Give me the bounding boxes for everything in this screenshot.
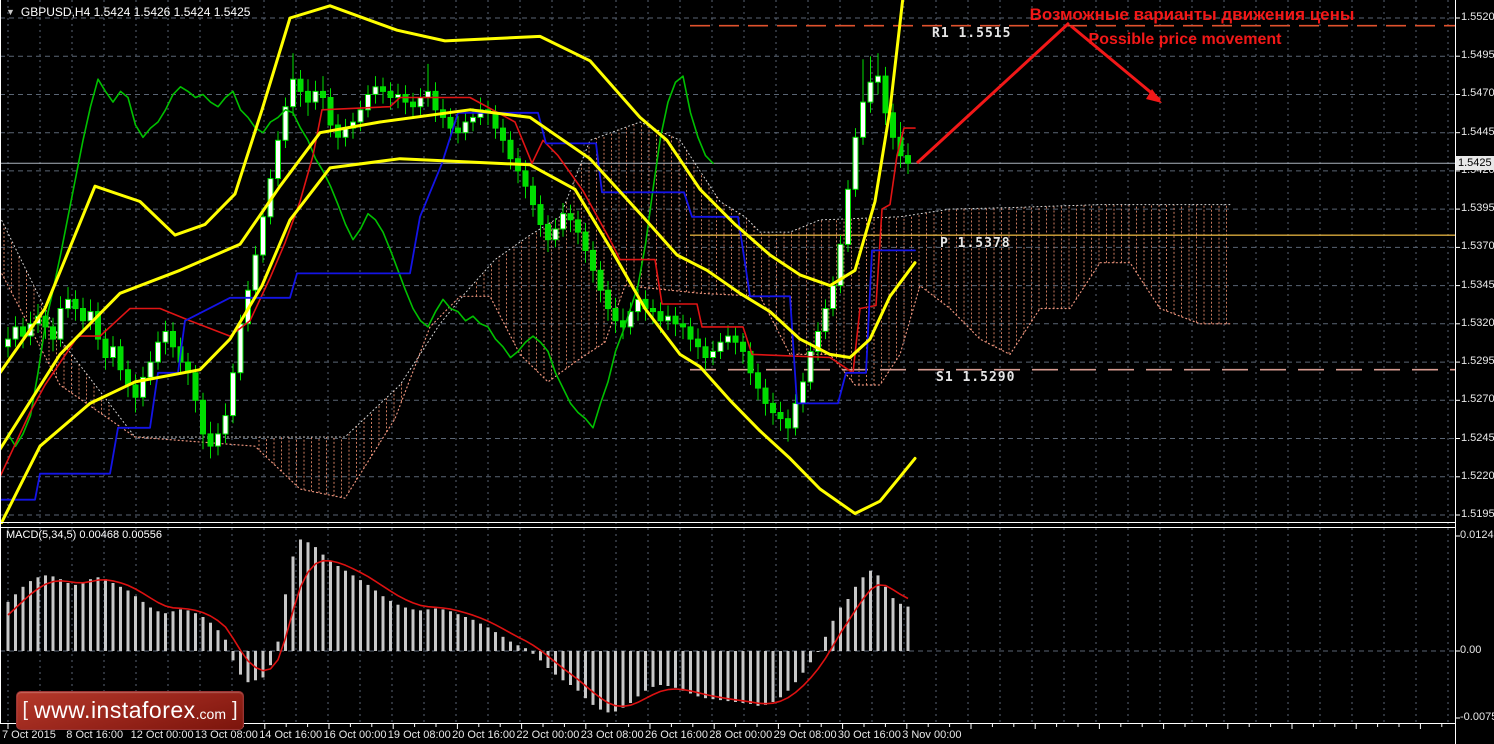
chart-menu-triangle-icon[interactable]: ▼ [6, 7, 15, 17]
time-axis-label: 14 Oct 16:00 [259, 729, 323, 741]
logo-bracket-left: [ [22, 699, 28, 721]
macd-indicator-label: MACD(5,34,5) 0.00468 0.00556 [6, 529, 162, 541]
price-axis-label: 1.5295 [1461, 355, 1494, 367]
time-axis-label: 30 Oct 16:00 [837, 729, 901, 741]
price-axis-label: 1.5270 [1461, 393, 1494, 405]
annotation-text-ru: Возможные варианты движения цены [1029, 5, 1355, 24]
pivot-s1-label: S1 1.5290 [936, 370, 1016, 385]
price-axis-label: 1.5395 [1461, 202, 1494, 214]
chart-header: ▼ GBPUSD,H4 1.5424 1.5426 1.5424 1.5425 [6, 5, 250, 19]
price-axis-label: 1.5195 [1461, 508, 1494, 520]
time-axis-label: 3 Nov 00:00 [902, 729, 962, 741]
time-axis-label: 20 Oct 16:00 [452, 729, 516, 741]
time-axis-label: 12 Oct 00:00 [130, 729, 194, 741]
time-axis-label: 7 Oct 2015 [2, 729, 56, 741]
current-price-badge: 1.5425 [1456, 156, 1494, 170]
time-axis-label: 22 Oct 00:00 [516, 729, 580, 741]
pivot-p-label: P 1.5378 [940, 236, 1011, 251]
time-axis-label: 16 Oct 00:00 [323, 729, 387, 741]
price-axis-label: 1.5495 [1461, 49, 1494, 61]
time-axis-label: 13 Oct 08:00 [194, 729, 258, 741]
price-axis-label: 1.5470 [1461, 87, 1494, 99]
time-axis-label: 29 Oct 08:00 [773, 729, 837, 741]
pivot-r1-label: R1 1.5515 [932, 26, 1012, 41]
symbol-ohlc-text: GBPUSD,H4 1.5424 1.5426 1.5424 1.5425 [20, 5, 251, 19]
macd-axis-label: 0.00 [1460, 644, 1482, 656]
price-axis-label: 1.5245 [1461, 432, 1494, 444]
price-axis-label: 1.5445 [1461, 126, 1494, 138]
time-axis-label: 19 Oct 08:00 [387, 729, 451, 741]
time-axis-label: 8 Oct 16:00 [66, 729, 124, 741]
macd-axis-label: 0.01249 [1460, 529, 1494, 541]
price-axis-label: 1.5320 [1461, 317, 1494, 329]
time-axis-label: 23 Oct 08:00 [580, 729, 644, 741]
price-axis-label: 1.5370 [1461, 240, 1494, 252]
instaforex-watermark-logo: [ www.instaforex .com ] [16, 691, 244, 730]
annotation-text-en: Possible price movement [1088, 31, 1282, 48]
macd-axis-label: -0.0075 [1460, 711, 1494, 723]
logo-bracket-right: ] [232, 699, 238, 721]
logo-text: www.instaforex [34, 697, 196, 723]
logo-tld: .com [195, 705, 227, 722]
time-axis-label: 28 Oct 00:00 [709, 729, 773, 741]
price-axis-label: 1.5220 [1461, 470, 1494, 482]
time-axis-label: 26 Oct 16:00 [645, 729, 708, 741]
price-axis-label: 1.5520 [1461, 11, 1494, 23]
price-axis-label: 1.5345 [1461, 279, 1494, 291]
